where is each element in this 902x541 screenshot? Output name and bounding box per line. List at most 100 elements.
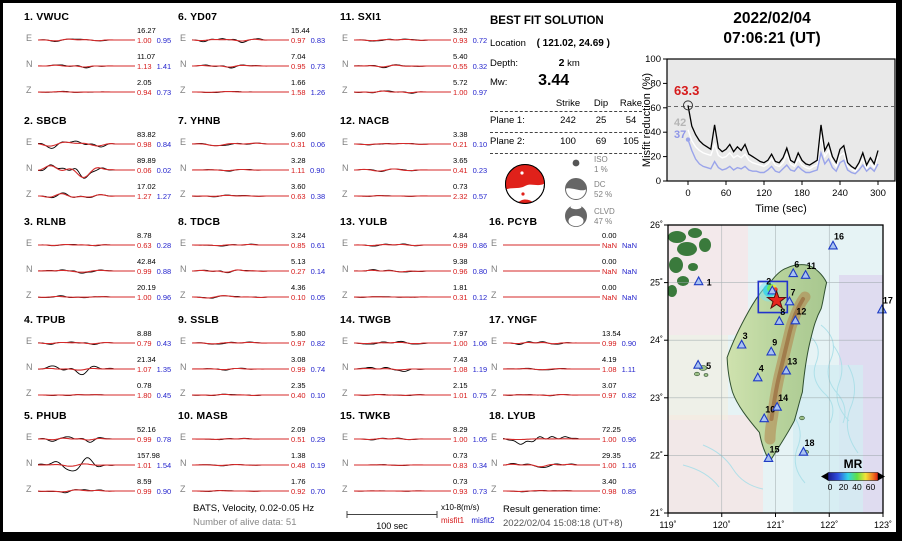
station-title: 1. VWUC [24, 11, 70, 23]
row-values: 1.66 1.58 1.26 [291, 78, 335, 97]
channel-row: N 0.73 0.83 0.34 [337, 451, 492, 477]
channel-row: E 2.09 0.51 0.29 [175, 425, 330, 451]
channel-label: N [342, 264, 349, 274]
station-title: 7. YHNB [178, 115, 221, 127]
channel-row: Z 5.72 1.00 0.97 [337, 78, 492, 104]
misfit1-value: 0.99 [137, 434, 152, 444]
waveform [38, 243, 135, 247]
waveform [38, 457, 135, 472]
misfit-values: NaN NaN [602, 241, 646, 251]
channel-label: Z [491, 290, 497, 300]
channel-label: Z [180, 189, 186, 199]
channel-label: Z [342, 388, 348, 398]
x-tick: 60 [721, 188, 732, 199]
row-values: 7.04 0.95 0.73 [291, 52, 335, 71]
misfit-values: 0.79 0.43 [137, 339, 181, 349]
row-values: 3.52 0.93 0.72 [453, 26, 497, 45]
station-title: 18. LYUB [489, 410, 536, 422]
channel-label: Z [491, 484, 497, 494]
channel-row: E 9.60 0.31 0.06 [175, 130, 330, 156]
channel-label: N [342, 362, 349, 372]
waveform [503, 296, 600, 298]
waveform [354, 393, 451, 396]
row-values: 15.44 0.97 0.83 [291, 26, 335, 45]
china-coast [668, 228, 711, 297]
station-number-label: 1 [707, 277, 712, 287]
waveform [354, 38, 451, 42]
misfit-values: NaN NaN [602, 267, 646, 277]
amplitude-value: 4.36 [291, 283, 306, 292]
row-values: 8.78 0.63 0.28 [137, 231, 181, 250]
misfit1-value: 1.80 [137, 390, 152, 400]
misfit2-value: 0.90 [310, 165, 325, 175]
misfit-values: 0.31 0.06 [291, 140, 335, 150]
waveform [354, 168, 451, 172]
row-values: 5.80 0.97 0.82 [291, 329, 335, 348]
mr-colorbar: MR 0 20 40 60 [821, 457, 885, 492]
misfit2-value: 1.54 [156, 460, 172, 470]
channel-row: E 0.00 NaN NaN [486, 231, 641, 257]
mw-label: Mw: [490, 77, 508, 88]
channel-label: N [26, 264, 33, 274]
misfit-values: 0.31 0.12 [453, 293, 497, 303]
misfit2-value: 0.29 [310, 434, 326, 444]
misfit1-value: 0.40 [291, 390, 306, 400]
channel-row: N 3.28 1.11 0.90 [175, 156, 330, 182]
misfit2-value: 1.35 [156, 364, 172, 374]
waveform [38, 341, 135, 345]
misfit2-value: NaN [622, 240, 638, 250]
misfit-values: 0.55 0.32 [453, 62, 497, 72]
y-tick: 100 [645, 54, 661, 65]
amplitude-value: 0.00 [602, 283, 617, 292]
event-date: 2022/02/04 [733, 10, 811, 27]
misfit1-value: 1.13 [137, 61, 152, 71]
channel-row: Z 0.00 NaN NaN [486, 283, 641, 309]
channel-row: E 3.38 0.21 0.10 [337, 130, 492, 156]
channel-row: N 89.89 0.06 0.02 [21, 156, 176, 182]
channel-label: Z [26, 388, 32, 398]
misfit1-value: 0.93 [453, 35, 468, 45]
misfit2-value: 1.16 [621, 460, 637, 470]
station-triangle [763, 452, 774, 463]
amplitude-value: 29.35 [602, 451, 621, 460]
waveform [192, 269, 289, 274]
station-block: 15. TWKB E 8.29 1.00 1.05 N 0.73 0.83 0.34 Z 0.73 0… [337, 410, 492, 510]
row-values: 8.88 0.79 0.43 [137, 329, 181, 348]
channel-row: E 3.24 0.85 0.61 [175, 231, 330, 257]
misfit-values: 0.51 0.29 [291, 435, 335, 445]
channel-label: N [26, 362, 33, 372]
misfit2-value: 0.75 [472, 390, 488, 400]
station-block: 12. NACB E 3.38 0.21 0.10 N 3.65 0.41 0.23 Z 0.73 2… [337, 115, 492, 215]
beachball-icon [505, 164, 545, 204]
channel-row: N 11.07 1.13 1.41 [21, 52, 176, 78]
amplitude-value: 8.59 [137, 477, 152, 486]
misfit2-value: 0.86 [472, 240, 488, 250]
station-block: 14. TWGB E 7.97 1.00 1.06 N 7.43 1.08 1.19 Z 2.15 1… [337, 314, 492, 414]
y-tick: 40 [650, 127, 661, 138]
misfit1-value: 0.27 [291, 266, 306, 276]
misfit1-value: 0.97 [602, 390, 617, 400]
row-values: 20.19 1.00 0.96 [137, 283, 181, 302]
misfit2-value: 0.45 [156, 390, 172, 400]
misfit1-value: 0.85 [291, 240, 306, 250]
depth-value: 2 [558, 57, 565, 69]
station-triangle [784, 295, 795, 306]
channel-label: E [26, 33, 33, 43]
channel-label: N [26, 163, 33, 173]
misfit1-value: 0.96 [453, 266, 468, 276]
amplitude-value: 21.34 [137, 355, 156, 364]
waveform [354, 90, 451, 94]
channel-row: E 52.16 0.99 0.78 [21, 425, 176, 451]
station-number-label: 6 [794, 259, 799, 269]
misfit2-value: 1.41 [156, 61, 172, 71]
channel-label: E [342, 336, 349, 346]
waveform [38, 64, 135, 69]
channel-row: Z 17.02 1.27 1.27 [21, 182, 176, 208]
channel-label: N [342, 59, 349, 69]
channel-label: N [342, 458, 349, 468]
misfit2-value: 0.05 [310, 292, 326, 302]
station-triangle [781, 365, 792, 375]
row-values: 17.02 1.27 1.27 [137, 182, 181, 201]
station-waveform-grid: 1. VWUC E 16.27 1.00 0.95 N 11.07 1.13 1.41 Z 2.05… [3, 3, 663, 532]
waveform [354, 243, 451, 247]
